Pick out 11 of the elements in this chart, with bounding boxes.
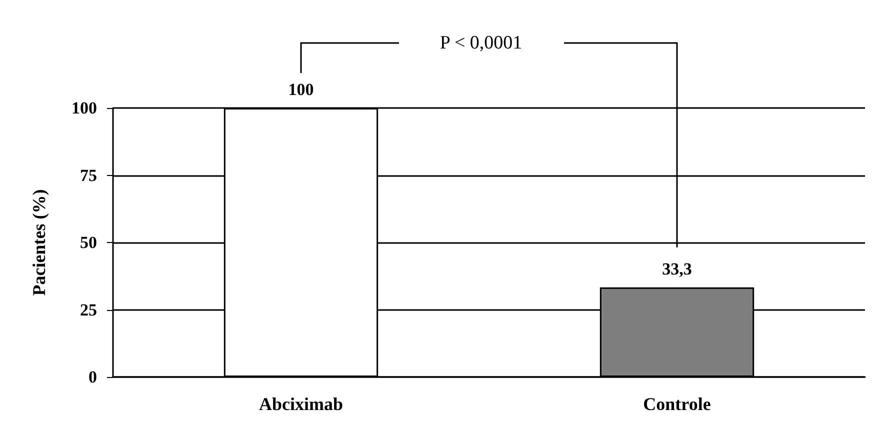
x-tick-label: Abciximab <box>258 394 344 414</box>
y-tick-label: 0 <box>88 368 97 386</box>
y-tick-label: 25 <box>80 300 97 320</box>
x-tick-label: Controle <box>643 394 711 414</box>
y-tick-label: 75 <box>80 166 97 185</box>
data-label: 33,3 <box>662 259 692 278</box>
y-tick-label: 100 <box>72 98 97 118</box>
data-label: 100 <box>288 80 314 99</box>
text: P < 0,0001 <box>440 32 522 54</box>
y-tick-label: 50 <box>80 233 97 252</box>
y-axis-title: Pacientes (%) <box>29 189 49 296</box>
